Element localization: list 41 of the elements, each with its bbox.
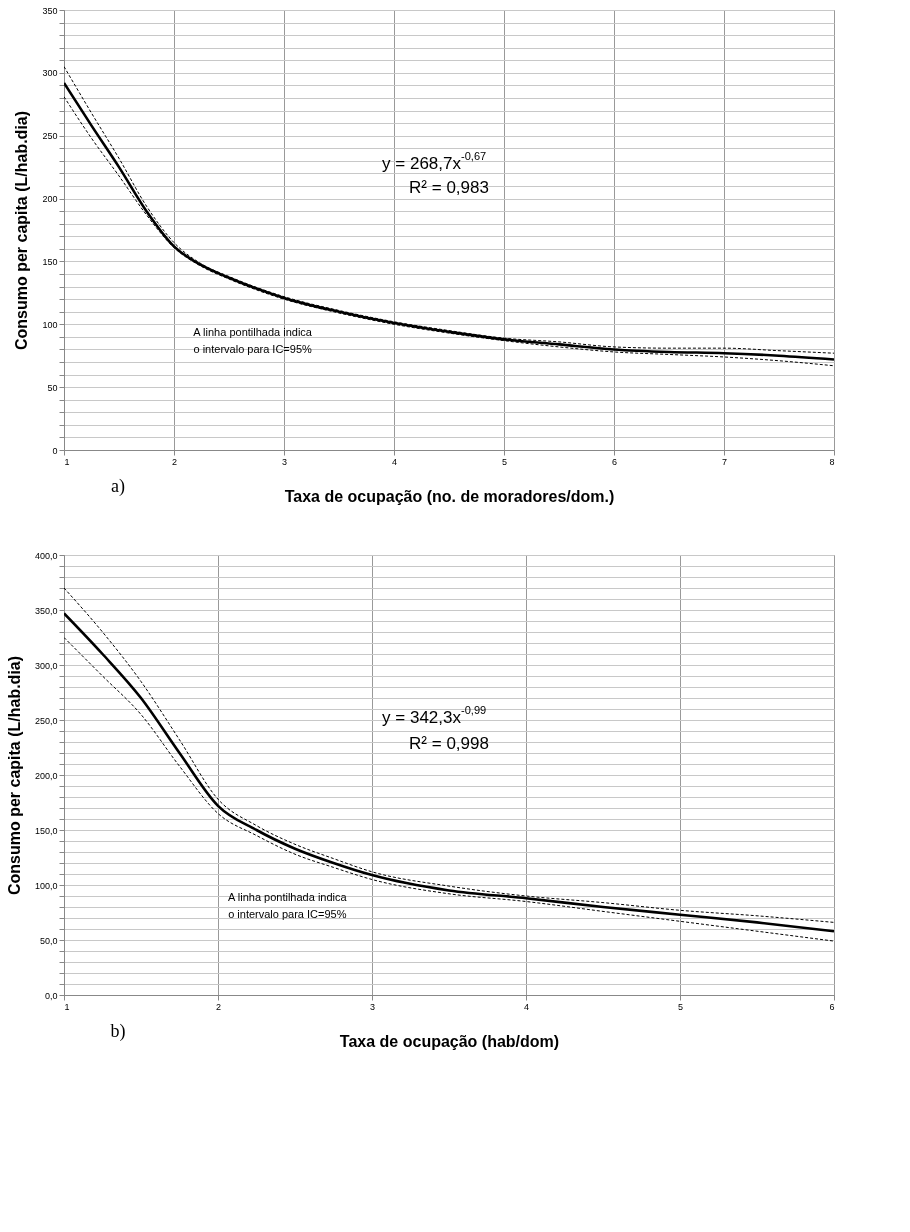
x-tick-label: 2 <box>171 456 178 467</box>
x-axis-title: Taxa de ocupação (hab/dom) <box>339 1032 560 1050</box>
y-tick-label: 200,0 <box>34 770 58 781</box>
y-tick-label: 150,0 <box>34 825 58 836</box>
y-tick-label: 250 <box>42 131 58 142</box>
x-tick-label: 1 <box>64 456 70 467</box>
text: b) <box>110 1021 126 1043</box>
x-axis-title: Taxa de ocupação (no. de moradores/dom.) <box>284 487 615 505</box>
y-tick-label: 50,0 <box>39 935 58 946</box>
x-tick-label: 3 <box>281 456 288 467</box>
y-tick-label: 300,0 <box>34 660 58 671</box>
annotation: R² = 0,983 <box>409 178 489 198</box>
y-tick-label: 0,0 <box>44 990 58 1001</box>
x-tick-label: 7 <box>721 456 728 467</box>
annotation: A linha pontilhada indica o intervalo para IC=95% <box>193 326 313 355</box>
y-tick-label: 350 <box>42 5 58 16</box>
y-tick-label: 100,0 <box>34 880 58 891</box>
x-tick-label: 4 <box>391 456 398 467</box>
x-tick-label: 2 <box>215 1001 222 1012</box>
y-tick-label: 0 <box>52 445 58 456</box>
y-axis-title: Consumo per capita (L/hab.dia) <box>13 110 31 351</box>
y-axis-title: Consumo per capita (L/hab.dia) <box>5 655 23 896</box>
y-tick-label: 400,0 <box>34 550 58 561</box>
annotation: A linha pontilhada indica o intervalo para IC=95% <box>227 891 348 920</box>
y-tick-label: 300 <box>42 68 58 79</box>
annotation: R² = 0,998 <box>409 734 489 754</box>
x-tick-label: 5 <box>677 1001 684 1012</box>
y-tick-label: 50 <box>47 382 58 393</box>
x-tick-label: 5 <box>501 456 508 467</box>
y-tick-label: 100 <box>42 319 58 330</box>
y-tick-label: 200 <box>42 194 58 205</box>
y-tick-label: 350,0 <box>34 605 58 616</box>
x-tick-label: 6 <box>611 456 618 467</box>
x-tick-label: 6 <box>829 1001 835 1012</box>
x-tick-label: 1 <box>64 1001 70 1012</box>
x-tick-label: 4 <box>523 1001 530 1012</box>
x-tick-label: 3 <box>369 1001 376 1012</box>
y-tick-label: 250,0 <box>34 715 58 726</box>
x-tick-label: 8 <box>829 456 835 467</box>
y-tick-label: 150 <box>42 256 58 267</box>
text: a) <box>110 476 125 498</box>
